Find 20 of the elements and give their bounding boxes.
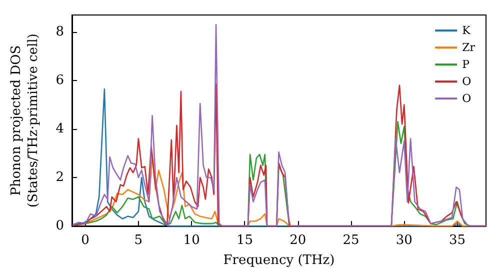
y-tick-label: 0 — [56, 218, 64, 234]
x-axis-title: Frequency (THz) — [223, 252, 335, 268]
y-axis-title: Phonon projected DOS (States/THz·primitive cell) — [9, 33, 41, 208]
x-tick-label: 5 — [134, 233, 143, 248]
legend-label: Zr — [462, 41, 476, 54]
y-tick-label: 4 — [56, 121, 64, 136]
x-tick-label: 35 — [449, 233, 466, 248]
legend-label: O — [462, 75, 472, 88]
y-tick-label: 6 — [56, 72, 64, 88]
x-tick-label: 15 — [236, 233, 253, 248]
x-tick-label: 0 — [81, 233, 90, 248]
x-tick-label: 30 — [396, 233, 412, 248]
y-tick-label: 2 — [56, 170, 64, 185]
x-tick-label: 20 — [290, 233, 306, 248]
legend-label: P — [462, 58, 470, 71]
y-tick-label: 8 — [56, 24, 64, 40]
legend-label: O — [462, 92, 472, 105]
x-tick-label: 25 — [342, 233, 360, 248]
legend-label: K — [462, 24, 472, 37]
x-tick-label: 10 — [183, 233, 200, 248]
